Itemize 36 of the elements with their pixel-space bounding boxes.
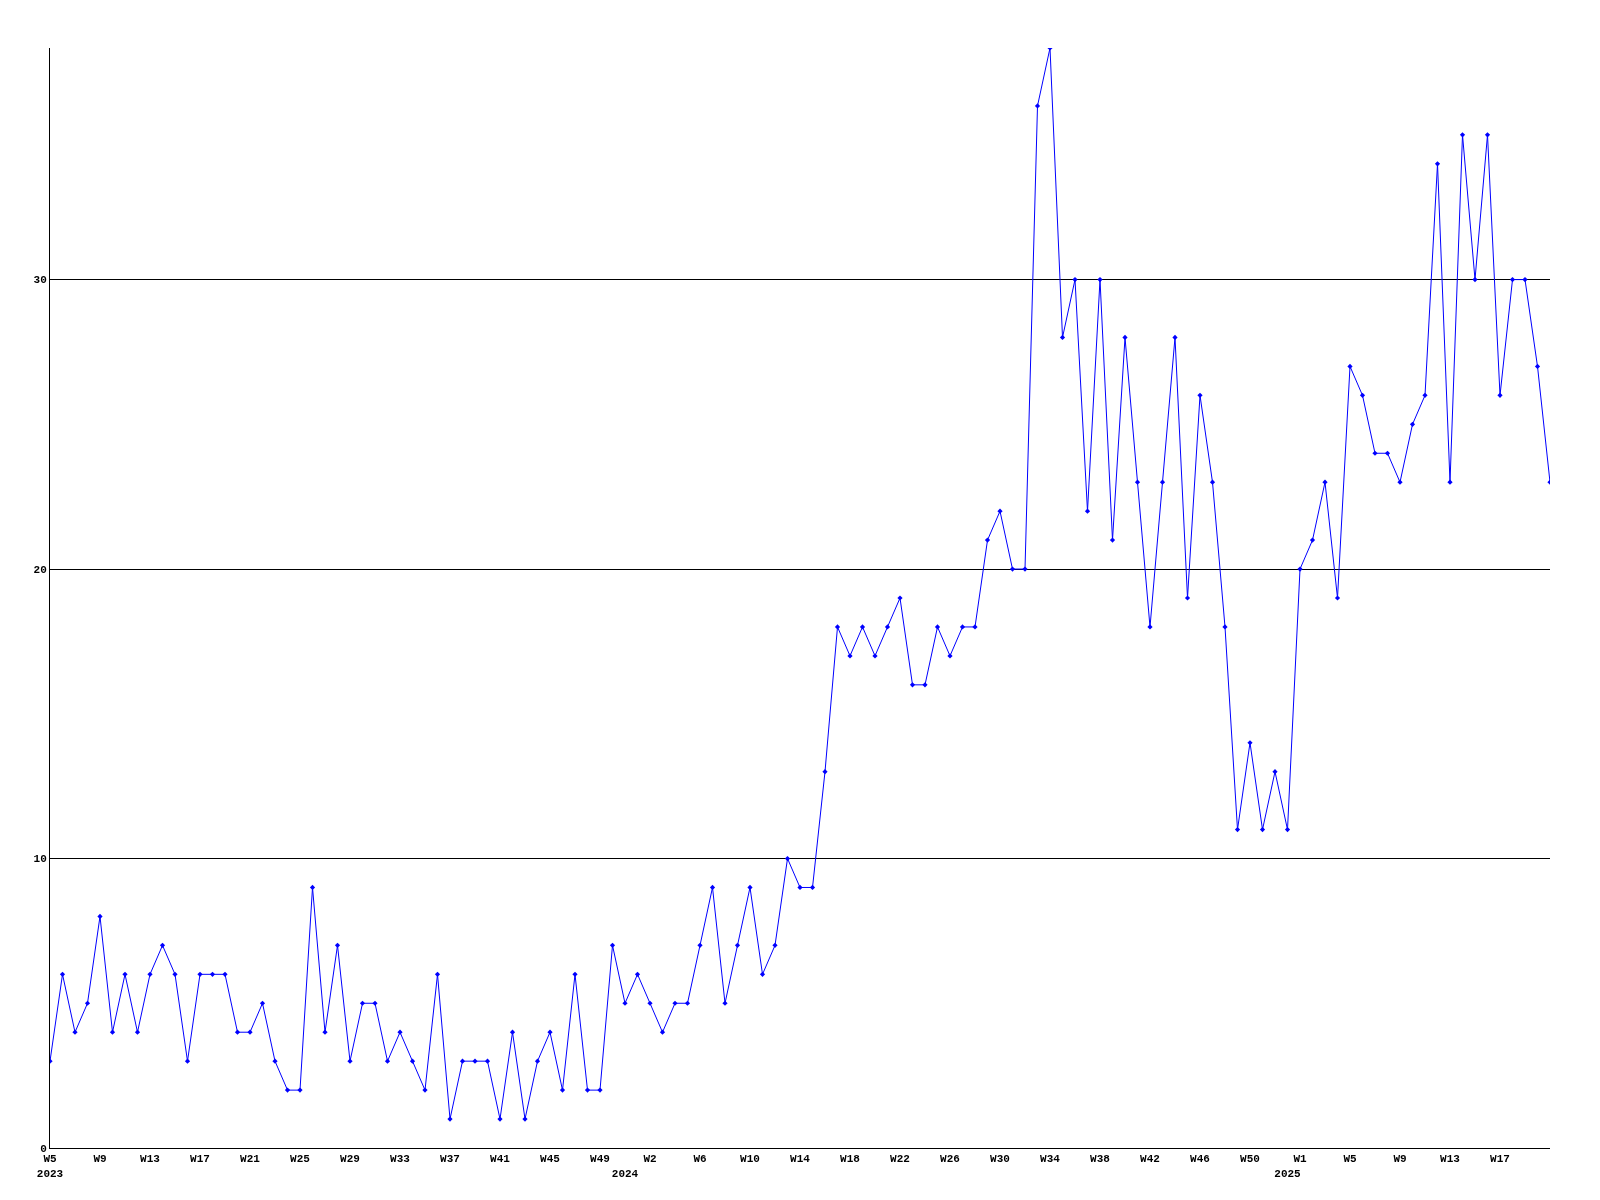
x-tick-label: W1 [1293,1153,1307,1166]
x-tick-label: W5 2023 [36,1153,64,1180]
x-tick-label: W21 [240,1153,261,1166]
x-tick-label: W34 [1040,1153,1061,1166]
x-tick-label: W29 [340,1153,360,1166]
x-tick-label: W41 [490,1153,511,1166]
x-tick-label: W9 [93,1153,107,1166]
y-tick-label: 20 [33,563,47,576]
x-tick-label: W14 [790,1153,811,1166]
x-tick-label: W17 [1490,1153,1510,1166]
x-tick-label: 2025 [1274,1167,1302,1180]
y-tick-label: 10 [33,853,47,866]
y-tick-label: 30 [33,274,47,287]
x-tick-label: W45 [540,1153,561,1166]
x-tick-label: W2 [643,1153,657,1166]
x-tick-label: W9 [1393,1153,1407,1166]
x-tick-label: W13 [1440,1153,1461,1166]
x-tick-label: W18 [840,1153,861,1166]
x-tick-label: W26 [940,1153,960,1166]
x-tick-label: W38 [1090,1153,1111,1166]
x-tick-label: W37 [440,1153,460,1166]
x-tick-label: W17 [190,1153,210,1166]
x-tick-label: W42 [1140,1153,1160,1166]
x-tick-label: W49 [590,1153,610,1166]
y-tick-label: 0 [40,1142,47,1155]
x-tick-label: 2024 [611,1167,639,1180]
x-tick-label: W46 [1190,1153,1210,1166]
x-tick-label: W6 [693,1153,707,1166]
x-tick-label: W10 [740,1153,760,1166]
x-tick-label: W25 [290,1153,311,1166]
x-tick-label: W33 [390,1153,411,1166]
x-tick-label: W13 [140,1153,161,1166]
x-tick-label: W50 [1240,1153,1260,1166]
x-tick-label: W22 [890,1153,910,1166]
x-tick-label: W5 [1343,1153,1357,1166]
x-tick-label: W30 [990,1153,1010,1166]
